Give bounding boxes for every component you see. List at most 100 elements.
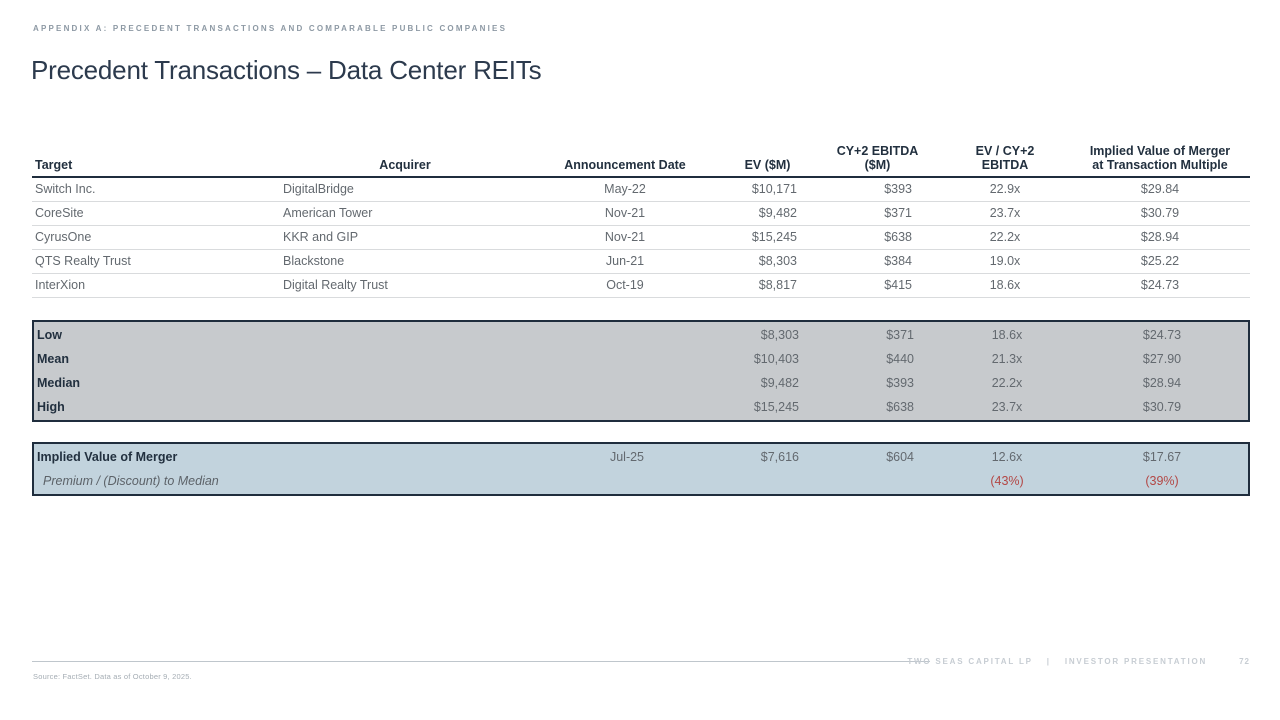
precedent-transactions-table: Target Acquirer Announcement Date EV ($M…: [32, 144, 1250, 496]
stats-row-median: Median $9,482 $393 22.2x $28.94: [34, 371, 1248, 395]
stats-row-mean: Mean $10,403 $440 21.3x $27.90: [34, 347, 1248, 371]
appendix-kicker: APPENDIX A: PRECEDENT TRANSACTIONS AND C…: [33, 24, 508, 33]
implied-value-box: Implied Value of Merger Jul-25 $7,616 $6…: [32, 441, 1250, 496]
implied-value: $17.67: [1142, 449, 1182, 464]
footer-divider: [32, 661, 930, 662]
stat-ebitda: $393: [886, 375, 914, 390]
col-header-multiple-line1: EV / CY+2: [975, 144, 1035, 158]
stat-multiple: 22.2x: [991, 375, 1023, 390]
implied-value-row: Implied Value of Merger Jul-25 $7,616 $6…: [34, 445, 1248, 469]
table-row: CoreSite American Tower Nov-21 $9,482 $3…: [32, 202, 1250, 226]
col-header-ebitda-line1: CY+2 EBITDA: [836, 144, 919, 158]
cell-ebitda: $415: [884, 278, 912, 293]
cell-ev: $10,171: [751, 182, 797, 197]
cell-multiple: 19.0x: [989, 254, 1021, 269]
source-note: Source: FactSet. Data as of October 9, 2…: [33, 672, 192, 681]
implied-multiple: 12.6x: [991, 449, 1023, 464]
cell-multiple: 18.6x: [989, 278, 1021, 293]
cell-target: CyrusOne: [35, 230, 92, 245]
stat-implied: $28.94: [1142, 375, 1182, 390]
summary-stats-box: Low $8,303 $371 18.6x $24.73 Mean $10,40…: [32, 319, 1250, 422]
col-header-announcement-date: Announcement Date: [564, 158, 686, 173]
stat-ev: $15,245: [753, 399, 799, 414]
stat-label: Median: [37, 375, 81, 390]
implied-ev: $7,616: [760, 449, 799, 464]
cell-implied: $25.22: [1140, 254, 1180, 269]
premium-discount-implied: (39%): [1145, 473, 1179, 488]
premium-discount-label: Premium / (Discount) to Median: [43, 473, 219, 488]
stat-label: High: [37, 399, 65, 414]
col-header-acquirer: Acquirer: [379, 158, 431, 173]
col-header-ev: EV ($M): [744, 158, 791, 173]
stat-label: Low: [37, 327, 62, 342]
cell-multiple: 23.7x: [989, 206, 1021, 221]
cell-acquirer: American Tower: [283, 206, 373, 221]
cell-ev: $8,817: [758, 278, 797, 293]
cell-ebitda: $371: [884, 206, 912, 221]
cell-acquirer: Blackstone: [283, 254, 345, 269]
stat-multiple: 23.7x: [991, 399, 1023, 414]
table-header-row: Target Acquirer Announcement Date EV ($M…: [32, 144, 1250, 178]
footer-separator: |: [1046, 657, 1051, 666]
stat-ev: $9,482: [760, 375, 799, 390]
cell-implied: $30.79: [1140, 206, 1180, 221]
implied-ebitda: $604: [886, 449, 914, 464]
stat-implied: $24.73: [1142, 327, 1182, 342]
cell-date: May-22: [604, 182, 646, 197]
brand-name: TWO SEAS CAPITAL LP: [907, 657, 1033, 666]
stats-row-high: High $15,245 $638 23.7x $30.79: [34, 395, 1248, 419]
stat-label: Mean: [37, 351, 69, 366]
table-row: QTS Realty Trust Blackstone Jun-21 $8,30…: [32, 250, 1250, 274]
footer-right: TWO SEAS CAPITAL LP | INVESTOR PRESENTAT…: [907, 657, 1250, 666]
implied-box-label: Implied Value of Merger: [37, 449, 178, 464]
col-header-implied-value: Implied Value of Merger at Transaction M…: [1070, 144, 1250, 173]
stat-multiple: 21.3x: [991, 351, 1023, 366]
page-title: Precedent Transactions – Data Center REI…: [31, 55, 542, 85]
cell-date: Oct-19: [606, 278, 644, 293]
stat-implied: $30.79: [1142, 399, 1182, 414]
cell-target: CoreSite: [35, 206, 84, 221]
cell-multiple: 22.9x: [989, 182, 1021, 197]
col-header-ebitda-line2: ($M): [864, 158, 891, 173]
implied-date: Jul-25: [609, 449, 645, 464]
cell-ebitda: $393: [884, 182, 912, 197]
cell-ev: $8,303: [758, 254, 797, 269]
cell-ev: $15,245: [751, 230, 797, 245]
col-header-multiple-line2: EBITDA: [981, 158, 1029, 173]
col-header-implied-line2: at Transaction Multiple: [1092, 158, 1228, 173]
cell-multiple: 22.2x: [989, 230, 1021, 245]
stat-multiple: 18.6x: [991, 327, 1023, 342]
cell-acquirer: KKR and GIP: [283, 230, 359, 245]
cell-implied: $28.94: [1140, 230, 1180, 245]
cell-implied: $24.73: [1140, 278, 1180, 293]
cell-ebitda: $638: [884, 230, 912, 245]
document-name: INVESTOR PRESENTATION: [1064, 657, 1208, 666]
cell-acquirer: DigitalBridge: [283, 182, 354, 197]
col-header-multiple: EV / CY+2 EBITDA: [940, 144, 1070, 173]
cell-implied: $29.84: [1140, 182, 1180, 197]
cell-date: Jun-21: [605, 254, 645, 269]
table-row: Switch Inc. DigitalBridge May-22 $10,171…: [32, 178, 1250, 202]
cell-date: Nov-21: [604, 230, 646, 245]
premium-discount-row: Premium / (Discount) to Median (43%) (39…: [34, 469, 1248, 493]
cell-target: Switch Inc.: [35, 182, 96, 197]
stat-implied: $27.90: [1142, 351, 1182, 366]
page-number: 72: [1239, 657, 1250, 666]
col-header-target: Target: [35, 158, 73, 173]
col-header-implied-line1: Implied Value of Merger: [1089, 144, 1231, 158]
cell-date: Nov-21: [604, 206, 646, 221]
col-header-ebitda: CY+2 EBITDA ($M): [815, 144, 940, 173]
cell-target: InterXion: [35, 278, 86, 293]
stat-ev: $8,303: [760, 327, 799, 342]
cell-ebitda: $384: [884, 254, 912, 269]
cell-ev: $9,482: [758, 206, 797, 221]
stat-ebitda: $638: [886, 399, 914, 414]
cell-target: QTS Realty Trust: [35, 254, 131, 269]
premium-discount-multiple: (43%): [990, 473, 1024, 488]
stat-ev: $10,403: [753, 351, 799, 366]
table-row: CyrusOne KKR and GIP Nov-21 $15,245 $638…: [32, 226, 1250, 250]
cell-acquirer: Digital Realty Trust: [283, 278, 388, 293]
stat-ebitda: $371: [886, 327, 914, 342]
table-row: InterXion Digital Realty Trust Oct-19 $8…: [32, 274, 1250, 298]
